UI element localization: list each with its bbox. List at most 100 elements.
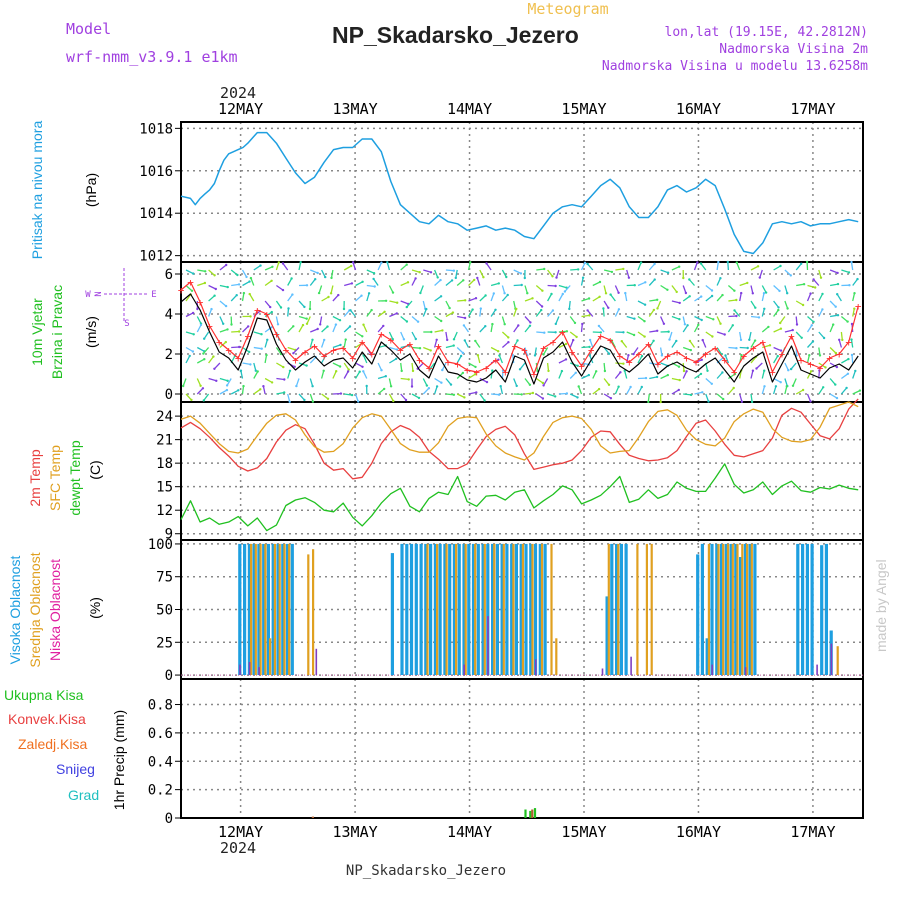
wind-arrow <box>649 330 658 333</box>
wind-arrow <box>716 347 723 355</box>
wind-arrow-head <box>339 343 342 347</box>
wind-arrow <box>501 341 509 348</box>
wind-arrow-head <box>226 285 229 289</box>
wind-arrow <box>275 262 280 271</box>
wind-arrow <box>637 386 643 395</box>
wind-arrow-head <box>358 370 361 373</box>
gust-marker: + <box>445 356 452 369</box>
cloud-bar <box>824 543 828 675</box>
wind-arrow <box>716 372 723 379</box>
wind-arrow <box>501 285 506 294</box>
gust-marker: + <box>569 346 576 359</box>
speed-line <box>180 293 859 385</box>
ytick-label-1-1: 2 <box>165 347 173 363</box>
wind-arrow-head <box>791 384 795 387</box>
wind-arrow-head <box>541 381 545 385</box>
wind-arrow-head <box>656 298 659 301</box>
wind-arrow <box>535 377 544 384</box>
wind-arrow <box>570 268 579 271</box>
wind-arrow <box>716 331 725 336</box>
wind-arrow-head <box>303 398 306 402</box>
wind-arrow-head <box>540 308 543 312</box>
legend-snijeg: Snijeg <box>56 761 95 777</box>
wind-arrow <box>603 285 607 294</box>
wind-arrow <box>784 386 788 395</box>
wind-arrow <box>598 325 605 333</box>
wind-arrow-head <box>260 333 263 336</box>
cloud-bar <box>739 557 743 675</box>
year-top: 2024 <box>220 84 256 102</box>
wind-arrow <box>419 285 424 294</box>
wind-arrow <box>671 389 680 395</box>
wind-arrow <box>761 326 769 333</box>
wind-arrow <box>513 308 517 317</box>
wind-title-1: 10m Vjetar <box>29 298 45 366</box>
wind-arrow-head <box>598 295 601 298</box>
wind-arrow <box>806 324 813 333</box>
wind-arrow <box>185 285 193 292</box>
wind-arrow-head <box>767 325 770 329</box>
wind-arrow <box>208 295 216 302</box>
wind-arrow <box>524 285 528 294</box>
wind-arrow <box>761 386 766 395</box>
cloud-bar <box>285 543 290 675</box>
wind-arrow-head <box>822 336 826 340</box>
wind-arrow <box>558 392 567 395</box>
wind-arrow-head <box>329 292 333 295</box>
wind-arrow <box>610 294 616 302</box>
cloud-bar <box>400 543 404 675</box>
wind-arrow <box>343 362 350 370</box>
wind-arrow <box>555 316 560 325</box>
cloud-bar <box>409 543 414 675</box>
cloud-bar <box>529 543 533 675</box>
wind-arrow <box>264 280 272 287</box>
wind-arrow <box>318 285 323 294</box>
cloud-bar <box>278 543 281 675</box>
wind-arrow-head <box>677 388 680 392</box>
wind-arrow <box>219 389 228 395</box>
svg-text:W: W <box>85 290 91 300</box>
wind-arrow-head <box>237 283 241 286</box>
wind-arrow <box>829 300 837 308</box>
wind-arrow <box>535 300 543 307</box>
wind-arrow <box>705 378 713 385</box>
wind-arrow-head <box>292 325 295 328</box>
model-name: wrf-nmm_v3.9.1 e1km <box>66 48 238 66</box>
wind-arrow-head <box>299 261 302 264</box>
wind-arrow-head <box>360 294 363 297</box>
wind-arrow-head <box>204 270 207 273</box>
wind-arrow-head <box>287 307 290 310</box>
wind-arrow-head <box>213 367 216 370</box>
wind-arrow <box>366 293 370 302</box>
gust-marker: + <box>702 348 709 361</box>
wind-arrow <box>264 377 273 383</box>
wind-arrow-head <box>821 292 824 296</box>
wind-arrow <box>445 300 451 309</box>
pressure-unit: (hPa) <box>83 173 99 207</box>
cloud-bar <box>474 543 477 675</box>
wind-arrow-head <box>587 373 590 377</box>
wind-arrow-head <box>633 284 636 287</box>
wind-arrow <box>569 331 577 338</box>
wind-arrow-head <box>196 307 199 311</box>
wind-arrow-head <box>199 384 202 387</box>
wind-arrow-head <box>731 324 734 327</box>
wind-arrow-head <box>576 364 579 367</box>
wind-labels: 10m Vjetar Brzina i Pravac (m/s) N E S W <box>29 268 157 379</box>
wind-arrow <box>578 386 583 395</box>
precip-unit: 1hr Precip (mm) <box>111 710 127 810</box>
wind-arrow-head <box>619 371 622 374</box>
wind-arrow <box>240 370 244 379</box>
wind-arrow <box>479 377 488 383</box>
wind-arrow <box>637 281 646 287</box>
wind-arrow <box>321 355 326 364</box>
wind-arrow-head <box>795 323 799 326</box>
wind-arrow-head <box>262 385 265 388</box>
wind-arrow-head <box>554 322 557 326</box>
wind-arrow <box>456 355 462 364</box>
wind-arrow-head <box>411 369 415 373</box>
cloud-bar <box>534 659 537 675</box>
wind-arrow-head <box>739 338 743 342</box>
wind-arrow-head <box>452 344 455 347</box>
wind-arrow-head <box>191 350 195 353</box>
